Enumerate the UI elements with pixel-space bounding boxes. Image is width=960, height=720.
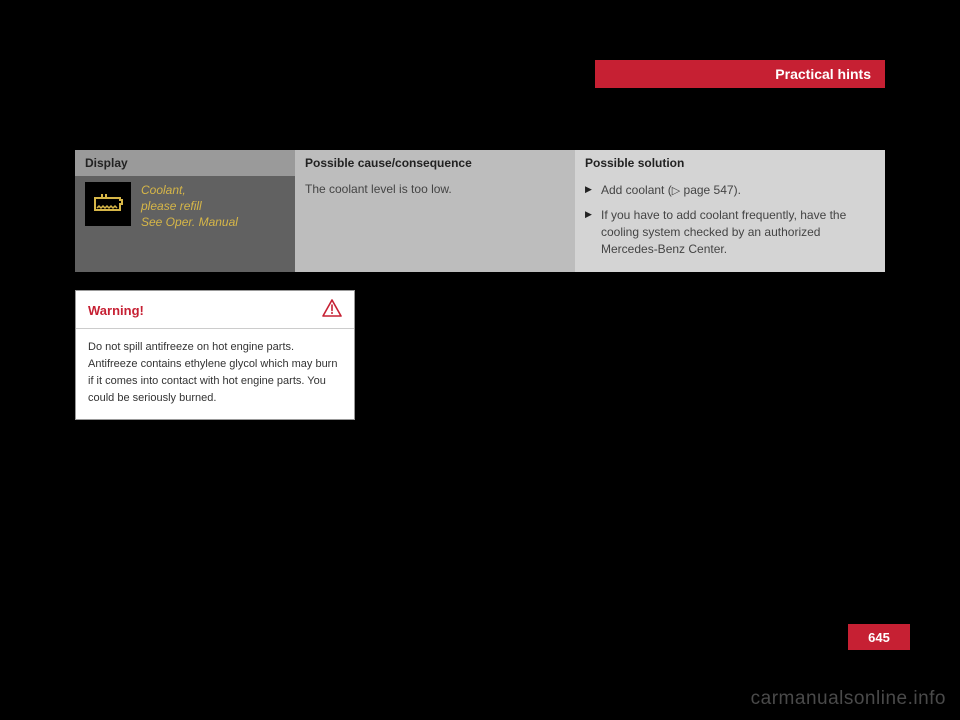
section-title: Practical hints [775, 66, 871, 82]
watermark: carmanualsonline.info [751, 688, 946, 710]
warning-body: Do not spill antifreeze on hot engine pa… [76, 329, 354, 419]
cell-solution: Add coolant (▷ page 547). If you have to… [575, 176, 885, 272]
page-ref-glyph: ▷ [672, 185, 680, 197]
col-header-cause: Possible cause/consequence [295, 150, 575, 176]
warning-header: Warning! [76, 291, 354, 329]
display-line: Coolant, [141, 183, 186, 197]
solution-item: If you have to add coolant frequently, h… [585, 207, 875, 257]
display-message: Coolant, please refill See Oper. Manual [141, 182, 238, 231]
message-table: Display Possible cause/consequence Possi… [75, 150, 885, 272]
cell-cause: The coolant level is too low. [295, 176, 575, 272]
warning-title: Warning! [88, 303, 144, 318]
solution-list: Add coolant (▷ page 547). If you have to… [585, 182, 875, 258]
page-number-tab: 645 [848, 624, 910, 650]
col-header-solution: Possible solution [575, 150, 885, 176]
solution-text-part: Add coolant ( [601, 183, 672, 197]
coolant-table: Display Possible cause/consequence Possi… [75, 150, 885, 272]
col-header-display: Display [75, 150, 295, 176]
coolant-level-icon [85, 182, 131, 226]
page-number: 645 [868, 630, 890, 645]
display-line: please refill [141, 199, 202, 213]
solution-text-part: page 547). [680, 183, 741, 197]
warning-triangle-icon [322, 299, 342, 322]
cell-display: Coolant, please refill See Oper. Manual [75, 176, 295, 272]
warning-box: Warning! Do not spill antifreeze on hot … [75, 290, 355, 420]
section-header: Practical hints [595, 60, 885, 88]
solution-item: Add coolant (▷ page 547). [585, 182, 875, 199]
display-line: See Oper. Manual [141, 215, 238, 229]
table-row: Coolant, please refill See Oper. Manual … [75, 176, 885, 272]
